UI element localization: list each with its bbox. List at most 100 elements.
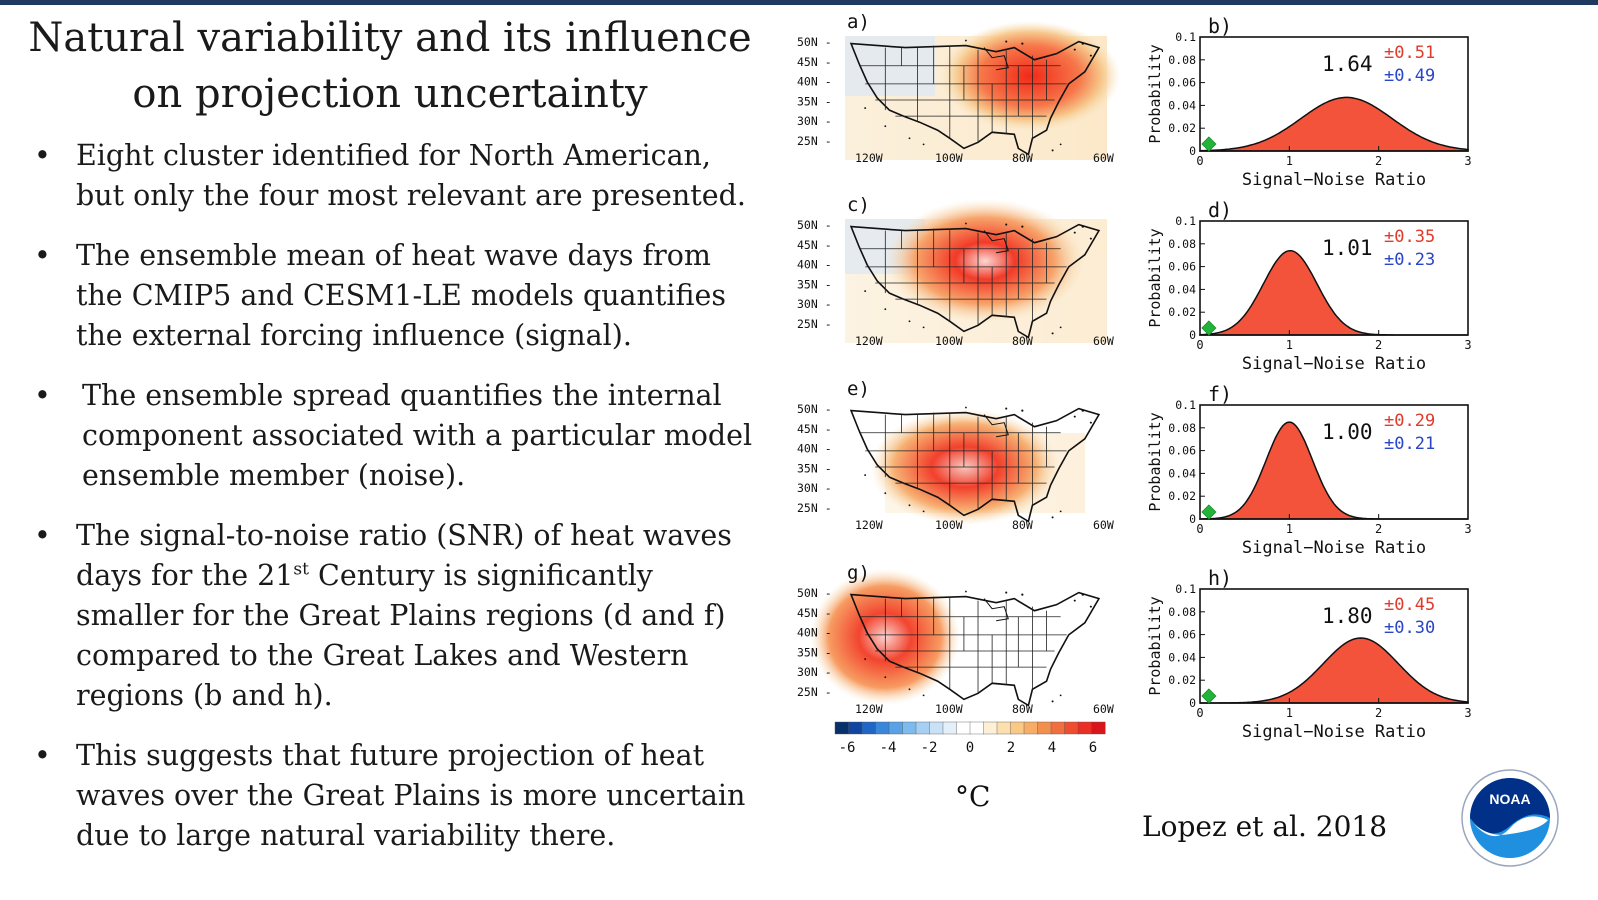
bullet-snr: The signal-to-noise ratio (SNR) of heat … [32,516,762,716]
pdf-frame [1199,404,1469,520]
observed-marker [1201,136,1217,152]
observed-marker [1201,320,1217,336]
snr-pm-blue: ±0.21 [1384,434,1435,454]
pdf-panel-f: 0 0.02 0.04 0.06 0.08 0.1 0 1 2 3 Signal−Noise Rat… [1146,382,1472,558]
lat-tick-label: 25N - [797,501,832,515]
snr-pm-red: ±0.29 [1384,411,1435,431]
x-tick-label: 2 [1375,522,1382,536]
bullet-list: Eight cluster identified for North Ameri… [32,136,762,876]
snr-pm-red: ±0.45 [1384,595,1435,615]
logo-text: NOAA [1489,791,1530,807]
y-tick-label: 0.02 [1168,305,1196,319]
slide-title: Natural variability and its influence on… [20,10,760,122]
y-tick-label: 0 [1189,512,1196,526]
colorbar-swatch [929,721,944,735]
lat-tick-label: 30N - [797,297,832,311]
snr-pm-blue: ±0.23 [1384,250,1435,270]
y-tick-label: 0.06 [1168,628,1196,642]
x-tick-label: 0 [1196,522,1203,536]
title-line-2: on projection uncertainty [132,71,648,117]
logo-navy-half [1470,778,1550,834]
colorbar-swatch [915,721,931,735]
y-tick-label: 0.04 [1168,282,1196,296]
y-tick-label: 0 [1189,696,1196,710]
map-panel-a [845,21,1120,160]
observed-marker [1201,504,1217,520]
pdf-panel-b: 0 0.02 0.04 0.06 0.08 0.1 0 1 2 3 Signal−Noise Rat… [1146,14,1472,190]
colorbar-swatch [1064,721,1079,735]
lon-tick-label: 80W [1012,151,1033,165]
lat-tick-label: 45N - [797,422,832,436]
colorbar-tick-label: -4 [880,740,897,756]
map-panel-letter: a) [847,11,870,33]
map-panel-letter: e) [847,378,870,400]
colorbar-swatch [861,721,877,735]
x-tick-label: 1 [1286,154,1293,168]
map-a-anomaly [940,21,1120,131]
x-axis-title: Signal−Noise Ratio [1242,354,1426,374]
bullet-snr-superscript: st [293,559,309,580]
colorbar-tick-label: -6 [839,740,856,756]
pdf-panel-letter: b) [1208,14,1232,38]
map-axis-labels: a) 50N - 45N - 40N - 35N - 30N - 25N - 120W 100W… [797,11,1114,716]
pdf-curve [1199,96,1469,152]
lon-tick-label: 60W [1093,518,1114,532]
colorbar-swatch [834,721,850,735]
y-tick-label: 0.06 [1168,260,1196,274]
colorbar-tick-label: 2 [1007,740,1015,756]
y-tick-label: 0.02 [1168,121,1196,135]
pdf-panels: 0 0.02 0.04 0.06 0.08 0.1 0 1 2 3 Signal−Noise Rat… [1146,14,1472,742]
lon-tick-label: 120W [855,518,883,532]
lat-tick-label: 35N - [797,94,832,108]
x-tick-label: 2 [1375,706,1382,720]
x-tick-label: 3 [1464,522,1471,536]
y-tick-label: 0.04 [1168,650,1196,664]
colorbar-swatch [1091,721,1106,735]
snr-value: 1.80 [1322,604,1373,628]
y-tick-label: 0.08 [1168,605,1196,619]
lon-tick-label: 120W [855,151,883,165]
map-panel-letter: c) [847,194,870,216]
colorbar-tick-label: 6 [1089,740,1097,756]
pdf-panel-h: 0 0.02 0.04 0.06 0.08 0.1 0 1 2 3 Signal−Noise Rat… [1146,566,1472,742]
pdf-panel-letter: d) [1208,198,1232,222]
colorbar-swatch [902,721,917,735]
x-axis-title: Signal−Noise Ratio [1242,538,1426,558]
lon-tick-label: 100W [935,702,963,716]
pdf-frame [1199,36,1469,152]
snr-pm-red: ±0.51 [1384,43,1435,63]
lat-tick-label: 25N - [797,685,832,699]
pdf-panel-letter: f) [1208,382,1232,406]
lon-tick-label: 100W [935,518,963,532]
y-tick-label: 0.06 [1168,76,1196,90]
x-axis-title: Signal−Noise Ratio [1242,722,1426,742]
x-tick-label: 1 [1286,706,1293,720]
lon-tick-label: 80W [1012,518,1033,532]
colorbar-unit: °C [955,780,991,813]
lon-tick-label: 60W [1093,151,1114,165]
lon-tick-label: 100W [935,151,963,165]
logo-gull [1474,816,1548,837]
x-tick-label: 2 [1375,338,1382,352]
lat-tick-label: 30N - [797,665,832,679]
map-panel-e [850,405,1100,525]
lat-tick-label: 40N - [797,626,832,640]
colorbar-swatch [1050,721,1066,735]
y-tick-label: 0.06 [1168,444,1196,458]
colorbar-swatch [969,721,985,735]
x-tick-label: 1 [1286,338,1293,352]
map-c-anomaly [885,199,1085,323]
colorbar-swatch [1023,721,1039,735]
x-tick-label: 3 [1464,338,1471,352]
x-tick-label: 0 [1196,706,1203,720]
y-tick-label: 0.1 [1175,214,1196,228]
lon-tick-label: 120W [855,334,883,348]
map-panel-c [845,199,1107,343]
lon-tick-label: 60W [1093,702,1114,716]
colorbar-swatch [1010,721,1025,735]
lat-tick-label: 25N - [797,317,832,331]
colorbar-swatch [1077,721,1093,735]
y-tick-label: 0.1 [1175,398,1196,412]
bullet-conclusion: This suggests that future projection of … [32,736,762,856]
colorbar-tick-label: 4 [1048,740,1056,756]
